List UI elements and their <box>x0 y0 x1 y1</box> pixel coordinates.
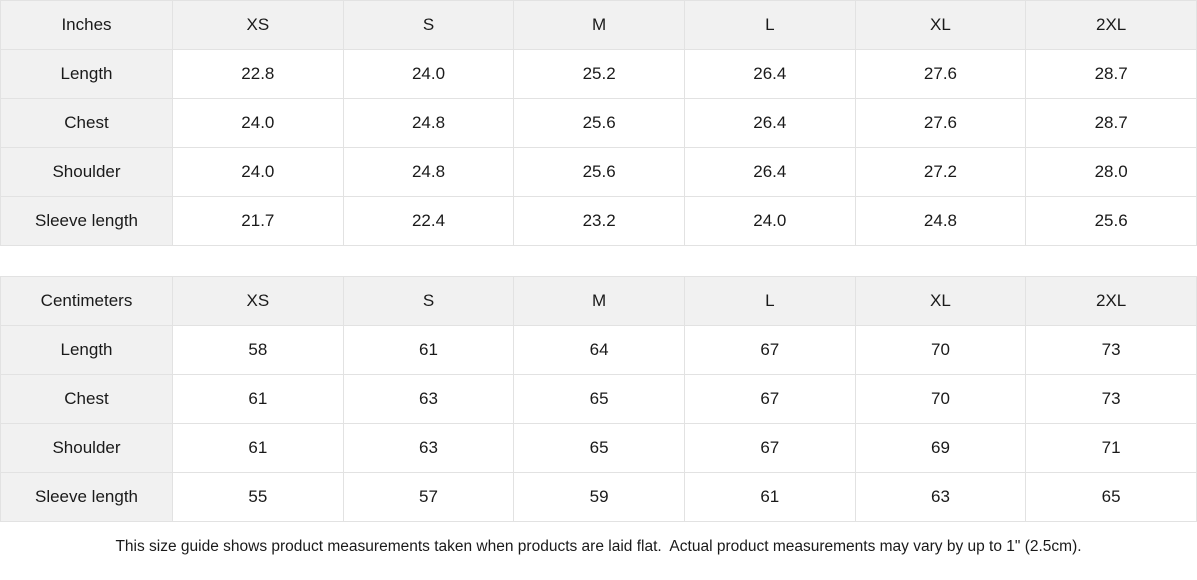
size-header-2xl: 2XL <box>1025 276 1197 326</box>
measurement-cell: 26.4 <box>683 98 856 148</box>
measurement-cell: 67 <box>683 325 856 375</box>
size-header-xl: XL <box>854 276 1027 326</box>
measurement-cell: 24.8 <box>342 147 515 197</box>
table-spacer <box>0 246 1197 276</box>
measurement-cell: 63 <box>342 423 515 473</box>
measurement-cell: 25.2 <box>513 49 685 99</box>
measurement-cell: 65 <box>1025 472 1197 522</box>
size-header-xl: XL <box>854 0 1027 50</box>
measurement-cell: 61 <box>342 325 515 375</box>
row-label-shoulder: Shoulder <box>0 147 173 197</box>
size-header-l: L <box>683 0 856 50</box>
measurement-cell: 24.0 <box>342 49 515 99</box>
measurement-cell: 59 <box>513 472 685 522</box>
size-header-s: S <box>342 276 515 326</box>
measurement-cell: 63 <box>854 472 1027 522</box>
table-row: Shoulder 24.0 24.8 25.6 26.4 27.2 28.0 <box>0 147 1197 197</box>
table-row: Length 58 61 64 67 70 73 <box>0 325 1197 375</box>
table-row: Sleeve length 21.7 22.4 23.2 24.0 24.8 2… <box>0 196 1197 246</box>
measurement-cell: 25.6 <box>1025 196 1197 246</box>
inches-size-table: Inches XS S M L XL 2XL Length 22.8 24.0 … <box>0 0 1197 246</box>
measurement-cell: 70 <box>854 325 1027 375</box>
size-header-m: M <box>513 276 685 326</box>
table-row: Chest 61 63 65 67 70 73 <box>0 374 1197 424</box>
table-header-row: Centimeters XS S M L XL 2XL <box>0 276 1197 326</box>
size-header-l: L <box>683 276 856 326</box>
measurement-cell: 63 <box>342 374 515 424</box>
measurement-cell: 24.8 <box>342 98 515 148</box>
measurement-cell: 61 <box>172 423 344 473</box>
measurement-cell: 24.0 <box>172 147 344 197</box>
measurement-cell: 58 <box>172 325 344 375</box>
measurement-cell: 27.2 <box>854 147 1027 197</box>
measurement-cell: 69 <box>854 423 1027 473</box>
measurement-cell: 26.4 <box>683 49 856 99</box>
size-header-2xl: 2XL <box>1025 0 1197 50</box>
measurement-cell: 28.7 <box>1025 49 1197 99</box>
measurement-cell: 65 <box>513 423 685 473</box>
measurement-cell: 24.0 <box>683 196 856 246</box>
measurement-cell: 27.6 <box>854 49 1027 99</box>
measurement-cell: 28.7 <box>1025 98 1197 148</box>
measurement-cell: 70 <box>854 374 1027 424</box>
table-row: Shoulder 61 63 65 67 69 71 <box>0 423 1197 473</box>
size-guide-note: This size guide shows product measuremen… <box>0 522 1197 572</box>
measurement-cell: 67 <box>683 374 856 424</box>
row-label-length: Length <box>0 49 173 99</box>
row-label-chest: Chest <box>0 98 173 148</box>
table-row: Length 22.8 24.0 25.2 26.4 27.6 28.7 <box>0 49 1197 99</box>
unit-header-inches: Inches <box>0 0 173 50</box>
measurement-cell: 25.6 <box>513 147 685 197</box>
measurement-cell: 64 <box>513 325 685 375</box>
table-row: Chest 24.0 24.8 25.6 26.4 27.6 28.7 <box>0 98 1197 148</box>
centimeters-size-table: Centimeters XS S M L XL 2XL Length 58 61… <box>0 276 1197 522</box>
measurement-cell: 65 <box>513 374 685 424</box>
row-label-shoulder: Shoulder <box>0 423 173 473</box>
measurement-cell: 27.6 <box>854 98 1027 148</box>
measurement-cell: 28.0 <box>1025 147 1197 197</box>
measurement-cell: 73 <box>1025 325 1197 375</box>
size-header-xs: XS <box>172 0 344 50</box>
measurement-cell: 71 <box>1025 423 1197 473</box>
measurement-cell: 22.8 <box>172 49 344 99</box>
size-header-m: M <box>513 0 685 50</box>
row-label-chest: Chest <box>0 374 173 424</box>
size-header-xs: XS <box>172 276 344 326</box>
measurement-cell: 21.7 <box>172 196 344 246</box>
measurement-cell: 26.4 <box>683 147 856 197</box>
measurement-cell: 24.8 <box>854 196 1027 246</box>
measurement-cell: 61 <box>172 374 344 424</box>
measurement-cell: 22.4 <box>342 196 515 246</box>
row-label-length: Length <box>0 325 173 375</box>
measurement-cell: 24.0 <box>172 98 344 148</box>
row-label-sleeve-length: Sleeve length <box>0 196 173 246</box>
measurement-cell: 23.2 <box>513 196 685 246</box>
row-label-sleeve-length: Sleeve length <box>0 472 173 522</box>
measurement-cell: 73 <box>1025 374 1197 424</box>
table-row: Sleeve length 55 57 59 61 63 65 <box>0 472 1197 522</box>
unit-header-centimeters: Centimeters <box>0 276 173 326</box>
size-header-s: S <box>342 0 515 50</box>
measurement-cell: 67 <box>683 423 856 473</box>
measurement-cell: 25.6 <box>513 98 685 148</box>
measurement-cell: 57 <box>342 472 515 522</box>
measurement-cell: 61 <box>683 472 856 522</box>
table-header-row: Inches XS S M L XL 2XL <box>0 0 1197 50</box>
measurement-cell: 55 <box>172 472 344 522</box>
